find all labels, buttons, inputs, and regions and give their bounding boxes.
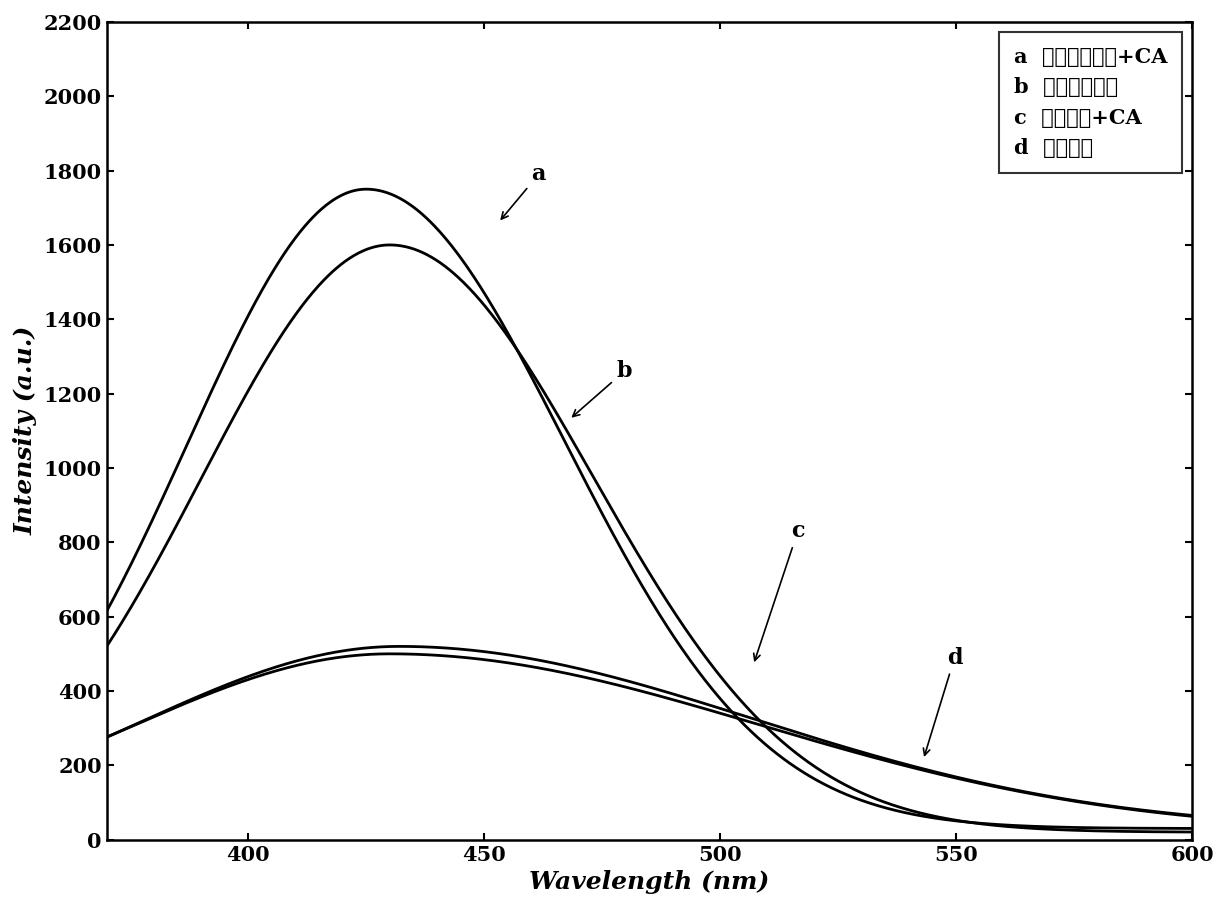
Legend: a  还原碳量子点+CA, b  还原碳量子点, c  碳量子点+CA, d  碳量子点: a 还原碳量子点+CA, b 还原碳量子点, c 碳量子点+CA, d 碳量子点 <box>1000 33 1181 173</box>
Text: d: d <box>923 646 963 755</box>
Text: c: c <box>754 520 804 661</box>
X-axis label: Wavelength (nm): Wavelength (nm) <box>529 870 770 894</box>
Y-axis label: Intensity (a.u.): Intensity (a.u.) <box>14 326 38 536</box>
Text: b: b <box>572 360 632 417</box>
Text: a: a <box>501 163 545 219</box>
